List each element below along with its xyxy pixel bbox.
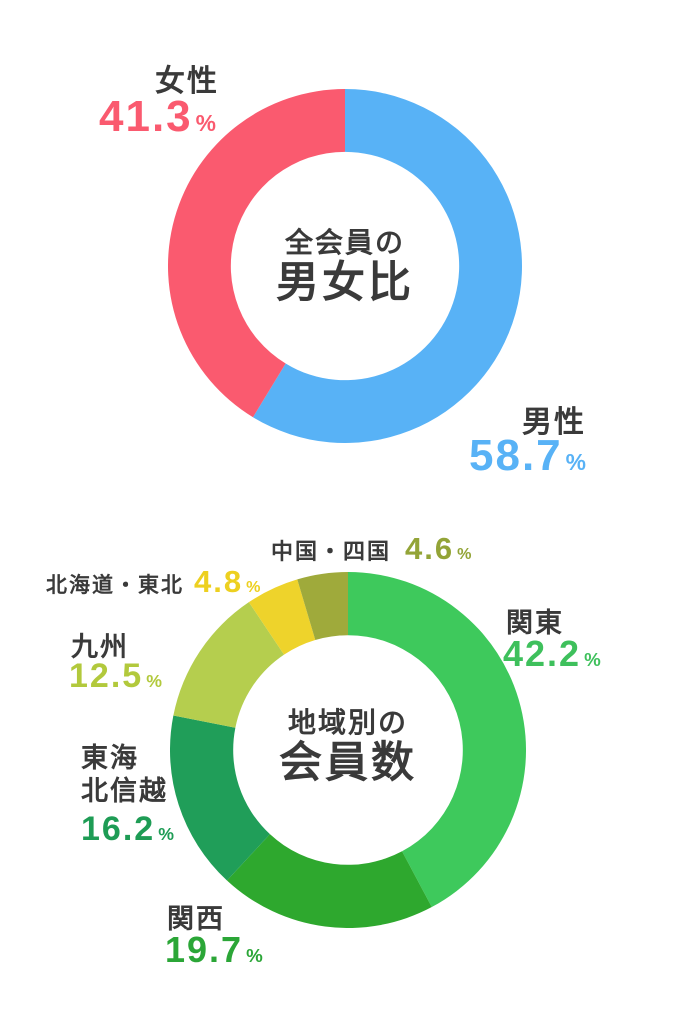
male-label: 男性 (522, 406, 586, 439)
percent-sign: % (584, 649, 603, 670)
hokkaido-tohoku-label-row: 北海道・東北 4.8% (46, 564, 262, 600)
kansai-label: 関西 (167, 904, 225, 934)
kanto-label: 関東 (506, 608, 564, 638)
region-donut-chart (170, 572, 526, 928)
donut-segment-男性 (252, 89, 522, 443)
percent-sign: % (246, 945, 265, 966)
gender-donut-chart (168, 89, 522, 443)
kansai-percent: 19.7% (165, 929, 265, 971)
donut-segment-関東 (348, 572, 526, 908)
kanto-percent-value: 42.2 (503, 633, 582, 674)
tokai-label-line1: 東海 (81, 743, 139, 773)
percent-sign: % (146, 671, 164, 691)
kyushu-percent: 12.5% (69, 657, 164, 696)
female-percent-value: 41.3 (99, 92, 193, 141)
gender-chart-title-line1: 全会員の (284, 227, 405, 258)
donut-segment-中国・四国 (297, 572, 348, 640)
chugoku-shikoku-percent-value: 4.6 (405, 531, 455, 566)
kanto-percent: 42.2% (503, 633, 603, 675)
chugoku-shikoku-label: 中国・四国 (271, 539, 392, 564)
gender-chart-title: 全会員の 男女比 (168, 227, 522, 307)
percent-sign: % (565, 449, 588, 475)
donut-segment-東海北信越 (170, 715, 270, 881)
kyushu-label: 九州 (71, 632, 129, 662)
hokkaido-tohoku-percent-value: 4.8 (194, 564, 244, 599)
kyushu-percent-value: 12.5 (69, 657, 144, 695)
region-chart-title-line1: 地域別の (287, 707, 408, 738)
tokai-percent-value: 16.2 (81, 810, 156, 848)
region-chart-title: 地域別の 会員数 (170, 707, 526, 787)
percent-sign: % (246, 578, 263, 596)
tokai-label-line2: 北信越 (81, 776, 168, 806)
region-chart-title-line2: 会員数 (279, 739, 417, 787)
tokai-hokushinetsu-label: 東海 北信越 (81, 742, 168, 808)
gender-chart-title-line2: 男女比 (276, 259, 414, 307)
percent-sign: % (158, 824, 176, 844)
donut-segment-北海道・東北 (248, 579, 316, 655)
kansai-percent-value: 19.7 (165, 929, 244, 970)
donut-segment-関西 (226, 834, 432, 928)
male-percent: 58.7% (469, 431, 588, 481)
chugoku-shikoku-percent: 4.6% (405, 531, 473, 567)
female-percent: 41.3% (99, 92, 218, 142)
donut-segment-女性 (168, 89, 345, 418)
donut-segment-九州 (173, 602, 285, 728)
hokkaido-tohoku-label: 北海道・東北 (46, 574, 184, 597)
tokai-hokushinetsu-percent: 16.2% (81, 810, 176, 849)
percent-sign: % (457, 545, 474, 563)
male-percent-value: 58.7 (469, 431, 563, 480)
percent-sign: % (195, 110, 218, 136)
hokkaido-tohoku-percent: 4.8% (194, 564, 262, 600)
chugoku-shikoku-label-row: 中国・四国 4.6% (271, 531, 473, 567)
female-label: 女性 (155, 65, 219, 98)
